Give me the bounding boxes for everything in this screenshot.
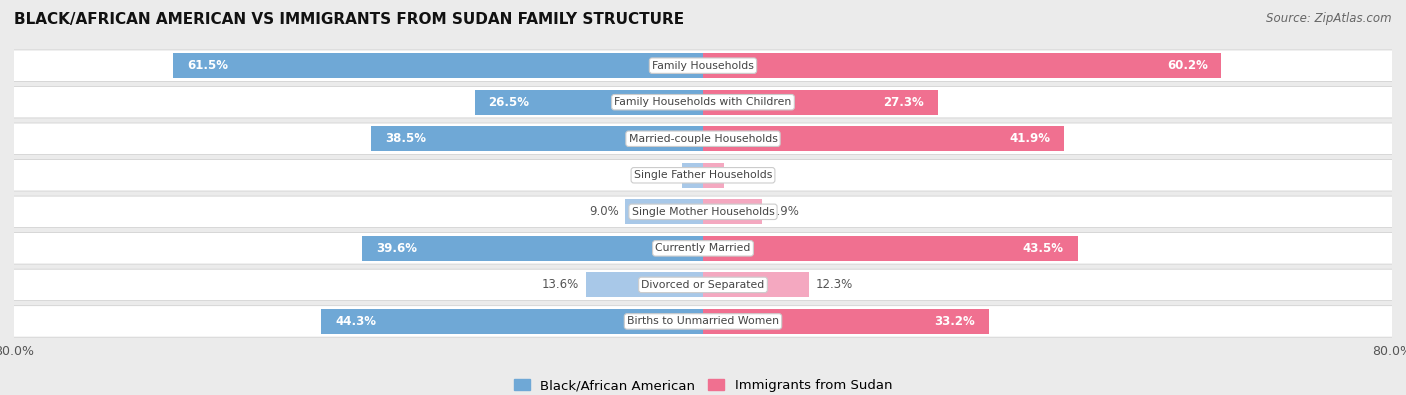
Bar (682, 163, 703, 188)
Bar (703, 236, 1077, 261)
Text: Single Father Households: Single Father Households (634, 170, 772, 180)
Text: 61.5%: 61.5% (187, 59, 228, 72)
Legend: Black/African American, Immigrants from Sudan: Black/African American, Immigrants from … (509, 374, 897, 395)
Text: BLACK/AFRICAN AMERICAN VS IMMIGRANTS FROM SUDAN FAMILY STRUCTURE: BLACK/AFRICAN AMERICAN VS IMMIGRANTS FRO… (14, 12, 685, 27)
Text: Source: ZipAtlas.com: Source: ZipAtlas.com (1267, 12, 1392, 25)
FancyBboxPatch shape (7, 196, 1399, 228)
Text: Divorced or Separated: Divorced or Separated (641, 280, 765, 290)
Bar (371, 126, 703, 151)
Text: 9.0%: 9.0% (589, 205, 619, 218)
Text: 39.6%: 39.6% (375, 242, 416, 255)
Bar (703, 126, 1064, 151)
Bar (361, 236, 703, 261)
Bar (173, 53, 703, 78)
FancyBboxPatch shape (7, 233, 1399, 264)
Bar (703, 273, 808, 297)
FancyBboxPatch shape (7, 269, 1399, 301)
FancyBboxPatch shape (7, 123, 1399, 154)
FancyBboxPatch shape (7, 50, 1399, 81)
Text: 2.4%: 2.4% (731, 169, 761, 182)
Text: Married-couple Households: Married-couple Households (628, 134, 778, 144)
Bar (703, 90, 938, 115)
Bar (475, 90, 703, 115)
Text: 33.2%: 33.2% (935, 315, 976, 328)
Text: 13.6%: 13.6% (541, 278, 579, 292)
Text: Family Households with Children: Family Households with Children (614, 97, 792, 107)
Text: 6.9%: 6.9% (769, 205, 799, 218)
FancyBboxPatch shape (7, 306, 1399, 337)
Text: 43.5%: 43.5% (1022, 242, 1064, 255)
Text: Single Mother Households: Single Mother Households (631, 207, 775, 217)
Bar (703, 53, 1222, 78)
Text: 26.5%: 26.5% (488, 96, 530, 109)
Text: 12.3%: 12.3% (815, 278, 853, 292)
Bar (703, 309, 988, 334)
Text: Births to Unmarried Women: Births to Unmarried Women (627, 316, 779, 326)
FancyBboxPatch shape (7, 87, 1399, 118)
Text: 27.3%: 27.3% (883, 96, 924, 109)
Text: 2.4%: 2.4% (645, 169, 675, 182)
Text: 41.9%: 41.9% (1010, 132, 1050, 145)
Text: 38.5%: 38.5% (385, 132, 426, 145)
Text: Family Households: Family Households (652, 61, 754, 71)
Bar (626, 199, 703, 224)
Text: 44.3%: 44.3% (335, 315, 377, 328)
Text: Currently Married: Currently Married (655, 243, 751, 253)
Bar (703, 163, 724, 188)
Bar (703, 199, 762, 224)
Bar (322, 309, 703, 334)
Bar (586, 273, 703, 297)
Text: 60.2%: 60.2% (1167, 59, 1208, 72)
FancyBboxPatch shape (7, 160, 1399, 191)
